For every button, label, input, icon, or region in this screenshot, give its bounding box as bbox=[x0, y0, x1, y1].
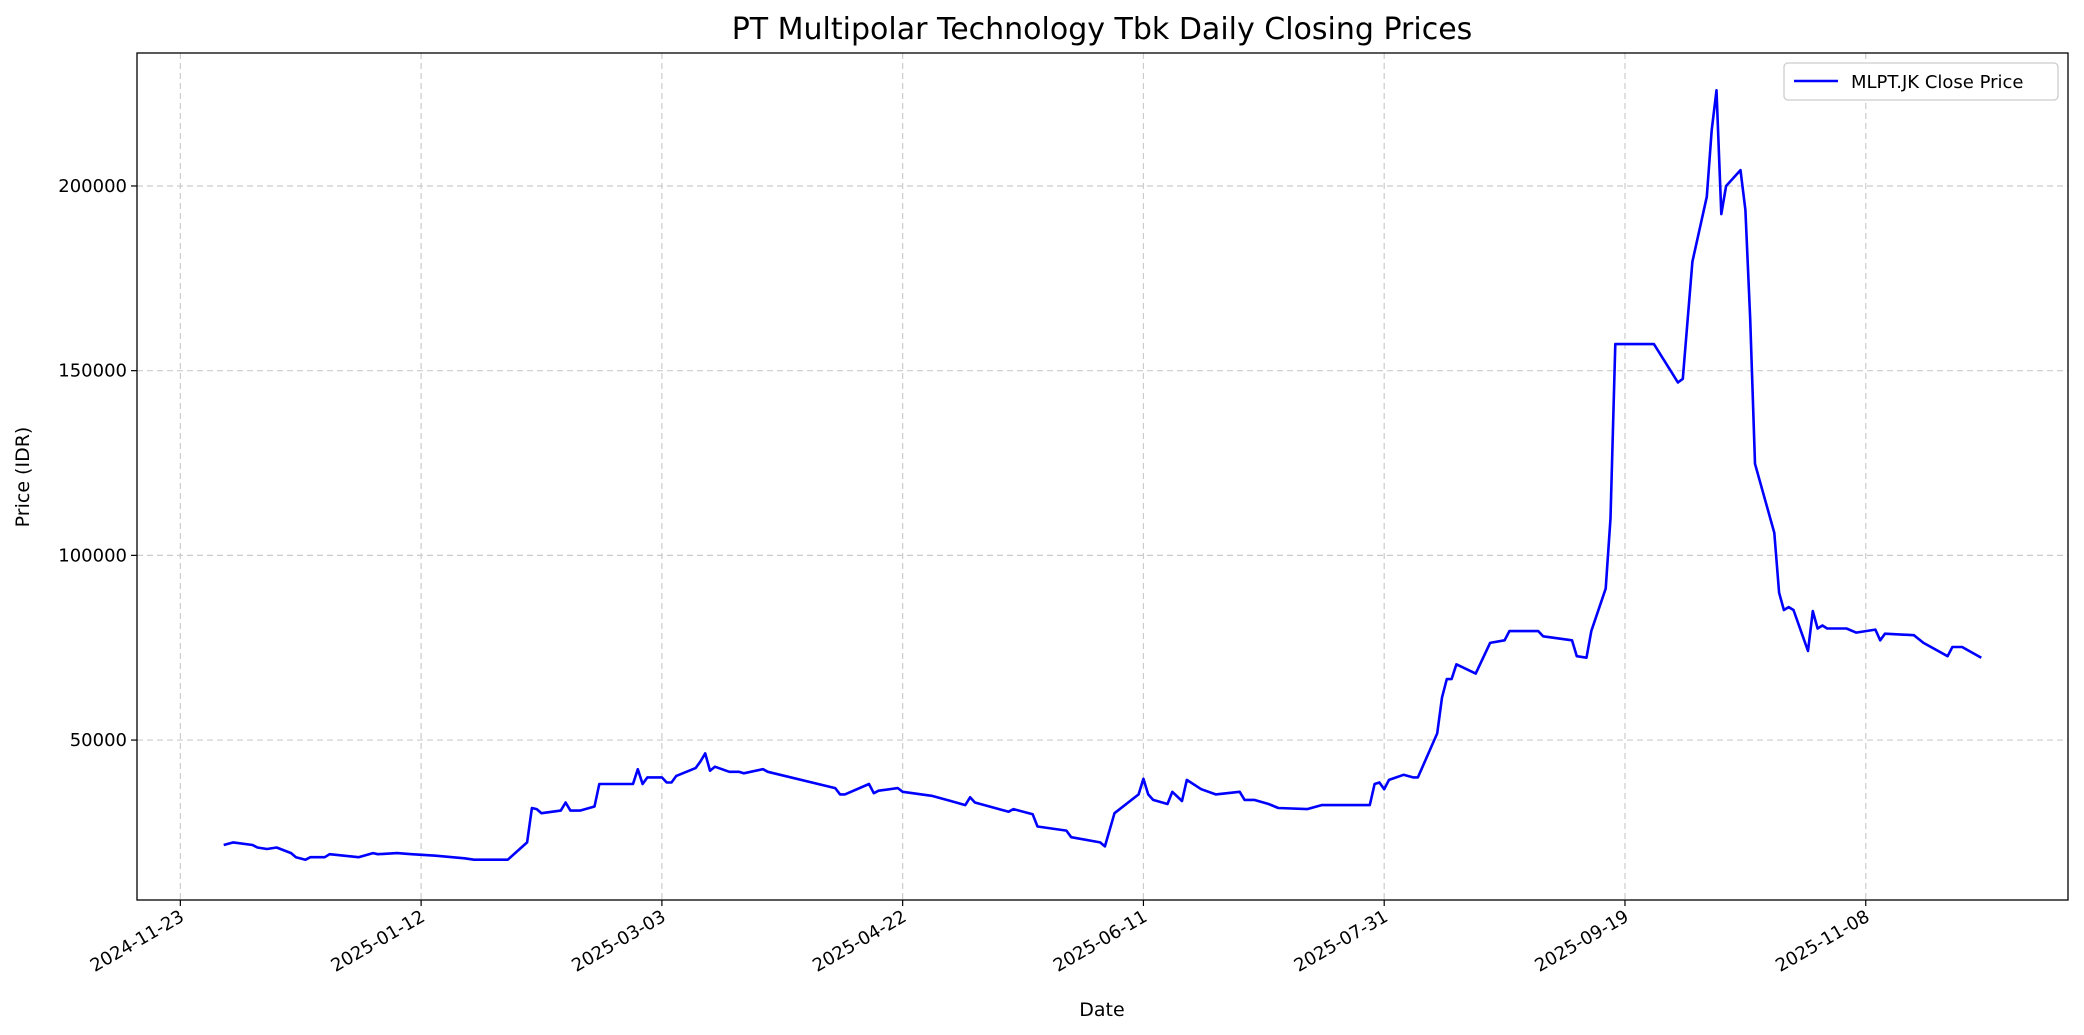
grid bbox=[137, 53, 2068, 900]
series-line-close-price bbox=[223, 89, 1982, 862]
y-tick-label: 150000 bbox=[58, 361, 127, 382]
y-axis-label: Price (IDR) bbox=[12, 427, 34, 528]
plot-frame bbox=[136, 52, 2069, 901]
y-tick-label: 200000 bbox=[58, 176, 127, 197]
legend: MLPT.JK Close Price bbox=[1783, 62, 2059, 101]
y-tick-label: 50000 bbox=[70, 730, 127, 751]
legend-label: MLPT.JK Close Price bbox=[1851, 72, 2024, 93]
legend-box bbox=[1783, 62, 2059, 101]
y-axis: 50000 100000 150000 200000 bbox=[58, 176, 137, 751]
chart-title: PT Multipolar Technology Tbk Daily Closi… bbox=[732, 12, 1473, 47]
y-tick-label: 100000 bbox=[58, 545, 127, 566]
x-axis-label: Date bbox=[1079, 999, 1124, 1021]
series-layer bbox=[223, 89, 1982, 862]
